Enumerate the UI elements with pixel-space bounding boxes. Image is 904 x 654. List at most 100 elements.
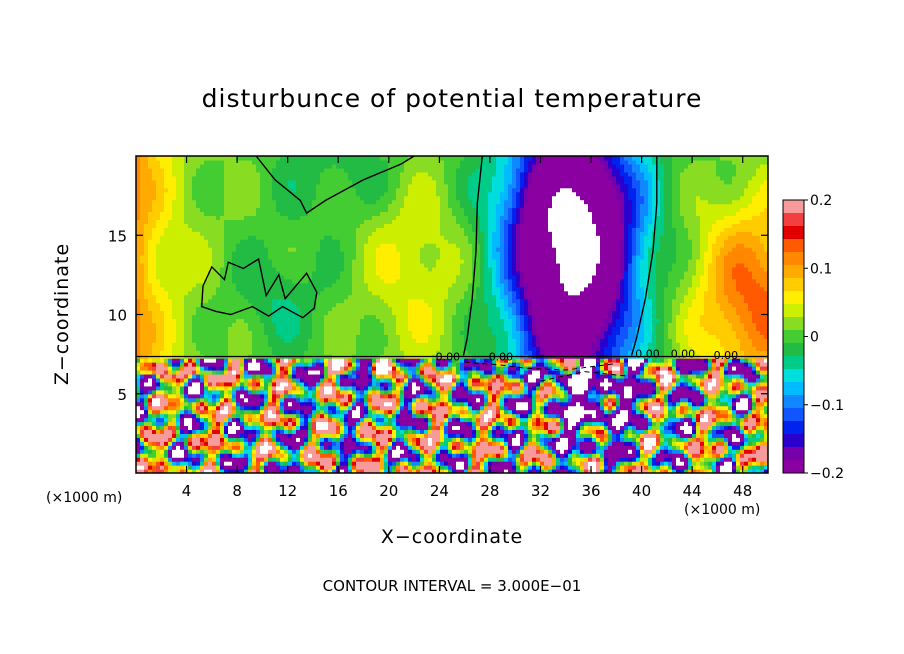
heatmap-cell <box>220 179 225 185</box>
heatmap-cell <box>140 405 145 411</box>
heatmap-cell <box>296 306 301 312</box>
heatmap-cell <box>280 156 285 161</box>
heatmap-cell <box>188 235 193 240</box>
heatmap-cell <box>348 441 353 446</box>
heatmap-cell <box>232 338 237 343</box>
heatmap-cell <box>304 294 309 300</box>
heatmap-cell <box>264 302 269 308</box>
heatmap-cell <box>244 449 249 454</box>
heatmap-cell <box>356 243 361 248</box>
heatmap-cell <box>216 429 221 434</box>
heatmap-cell <box>240 461 245 466</box>
heatmap-cell <box>316 389 321 395</box>
heatmap-cell <box>328 270 333 276</box>
heatmap-cell <box>228 207 233 213</box>
heatmap-cell <box>376 405 381 411</box>
heatmap-cell <box>224 251 229 256</box>
heatmap-cell <box>208 366 213 371</box>
heatmap-cell <box>140 247 145 252</box>
heatmap-cell <box>316 282 321 288</box>
heatmap-cell <box>264 425 269 431</box>
heatmap-cell <box>172 377 177 383</box>
heatmap-cell <box>196 409 201 415</box>
heatmap-cell <box>336 397 341 403</box>
heatmap-cell <box>300 362 305 367</box>
heatmap-cell <box>236 247 241 252</box>
heatmap-cell <box>296 247 301 252</box>
heatmap-cell <box>204 227 209 232</box>
heatmap-cell <box>256 195 261 201</box>
heatmap-cell <box>176 366 181 371</box>
heatmap-cell <box>248 255 253 260</box>
heatmap-cell <box>168 187 173 193</box>
heatmap-cell <box>248 163 253 169</box>
heatmap-cell <box>316 215 321 220</box>
heatmap-cell <box>288 433 293 438</box>
heatmap-cell <box>364 207 369 213</box>
heatmap-cell <box>384 413 389 419</box>
heatmap-cell <box>372 421 377 427</box>
heatmap-cell <box>204 219 209 224</box>
heatmap-cell <box>164 358 169 363</box>
heatmap-cell <box>172 179 177 185</box>
heatmap-cell <box>372 278 377 284</box>
heatmap-cell <box>292 445 297 450</box>
heatmap-cell <box>380 163 385 169</box>
heatmap-cell <box>284 441 289 446</box>
heatmap-cell <box>312 179 317 185</box>
heatmap-cell <box>248 366 253 371</box>
heatmap-cell <box>216 385 221 391</box>
heatmap-cell <box>260 187 265 193</box>
heatmap-cell <box>288 199 293 205</box>
heatmap-cell <box>140 235 145 240</box>
heatmap-cell <box>348 381 353 387</box>
heatmap-cell <box>364 266 369 272</box>
heatmap-cell <box>260 461 265 466</box>
heatmap-cell <box>288 282 293 288</box>
heatmap-cell <box>292 199 297 205</box>
heatmap-cell <box>288 405 293 411</box>
heatmap-cell <box>368 373 373 379</box>
heatmap-cell <box>200 461 205 466</box>
heatmap-cell <box>284 207 289 213</box>
heatmap-cell <box>196 322 201 327</box>
heatmap-cell <box>152 409 157 415</box>
heatmap-cell <box>348 270 353 276</box>
heatmap-cell <box>176 342 181 347</box>
heatmap-cell <box>264 342 269 347</box>
heatmap-cell <box>308 465 313 470</box>
heatmap-cell <box>316 449 321 454</box>
heatmap-cell <box>192 270 197 276</box>
heatmap-cell <box>256 231 261 236</box>
heatmap-cell <box>296 397 301 403</box>
heatmap-cell <box>304 326 309 331</box>
heatmap-cell <box>260 425 265 431</box>
heatmap-cell <box>364 191 369 197</box>
heatmap-cell <box>260 469 265 473</box>
heatmap-cell <box>324 326 329 331</box>
heatmap-cell <box>280 322 285 327</box>
heatmap-cell <box>256 350 261 355</box>
heatmap-cell <box>376 397 381 403</box>
heatmap-cell <box>228 393 233 399</box>
heatmap-cell <box>336 326 341 331</box>
heatmap-cell <box>344 290 349 296</box>
heatmap-cell <box>248 215 253 220</box>
heatmap-cell <box>280 397 285 403</box>
heatmap-cell <box>184 401 189 407</box>
heatmap-cell <box>368 219 373 224</box>
heatmap-cell <box>144 381 149 387</box>
heatmap-cell <box>300 247 305 252</box>
heatmap-cell <box>264 389 269 395</box>
heatmap-cell <box>176 413 181 419</box>
heatmap-cell <box>304 465 309 470</box>
heatmap-cell <box>312 318 317 324</box>
heatmap-cell <box>200 215 205 220</box>
heatmap-cell <box>348 429 353 434</box>
heatmap-cell <box>192 393 197 399</box>
heatmap-cell <box>332 278 337 284</box>
heatmap-cell <box>212 417 217 423</box>
heatmap-cell <box>260 306 265 312</box>
heatmap-cell <box>336 366 341 371</box>
heatmap-cell <box>232 389 237 395</box>
